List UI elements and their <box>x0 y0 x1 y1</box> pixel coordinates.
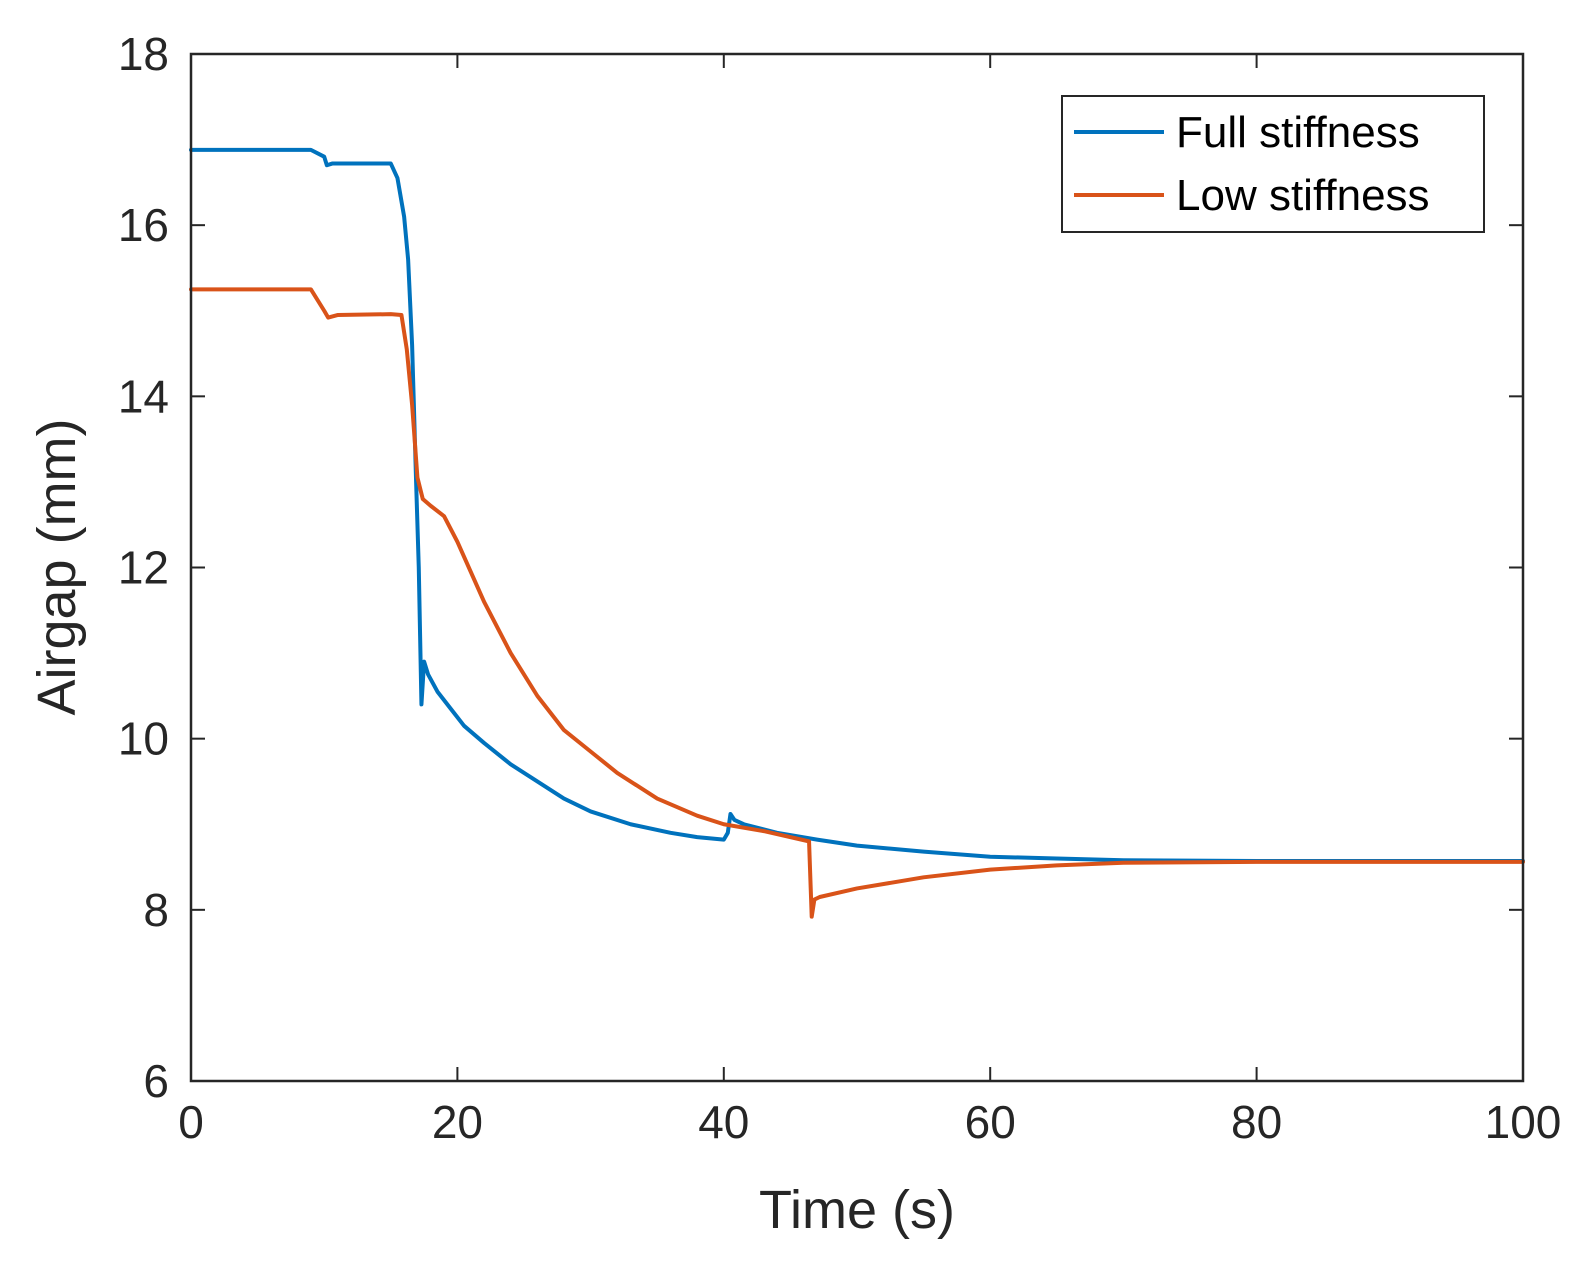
x-tick-label: 40 <box>698 1096 749 1148</box>
y-tick-label: 8 <box>143 884 169 936</box>
y-tick-label: 12 <box>118 542 169 594</box>
legend-box <box>1061 95 1485 233</box>
y-tick-label: 6 <box>143 1055 169 1107</box>
x-tick-label: 0 <box>178 1096 204 1148</box>
y-tick-label: 16 <box>118 199 169 251</box>
x-tick-label: 20 <box>432 1096 483 1148</box>
series-line-low-stiffness <box>189 287 1525 919</box>
y-axis-label: Airgap (mm) <box>27 418 87 715</box>
series-layer <box>189 147 1525 919</box>
y-tick-label: 18 <box>118 28 169 80</box>
ticks-layer: 0 20 40 60 80 100 6 8 10 12 14 16 18 <box>118 28 1562 1148</box>
x-tick-label: 80 <box>1231 1096 1282 1148</box>
legend: Full stiffness Low stiffness <box>1061 95 1485 233</box>
x-tick-label: 100 <box>1485 1096 1562 1148</box>
legend-label-low-stiffness: Low stiffness <box>1176 171 1430 220</box>
x-axis-label: Time (s) <box>759 1180 955 1240</box>
y-tick-label: 14 <box>118 370 169 422</box>
legend-label-full-stiffness: Full stiffness <box>1176 108 1420 157</box>
x-tick-label: 60 <box>965 1096 1016 1148</box>
series-line-full-stiffness <box>189 147 1525 864</box>
y-tick-label: 10 <box>118 713 169 765</box>
